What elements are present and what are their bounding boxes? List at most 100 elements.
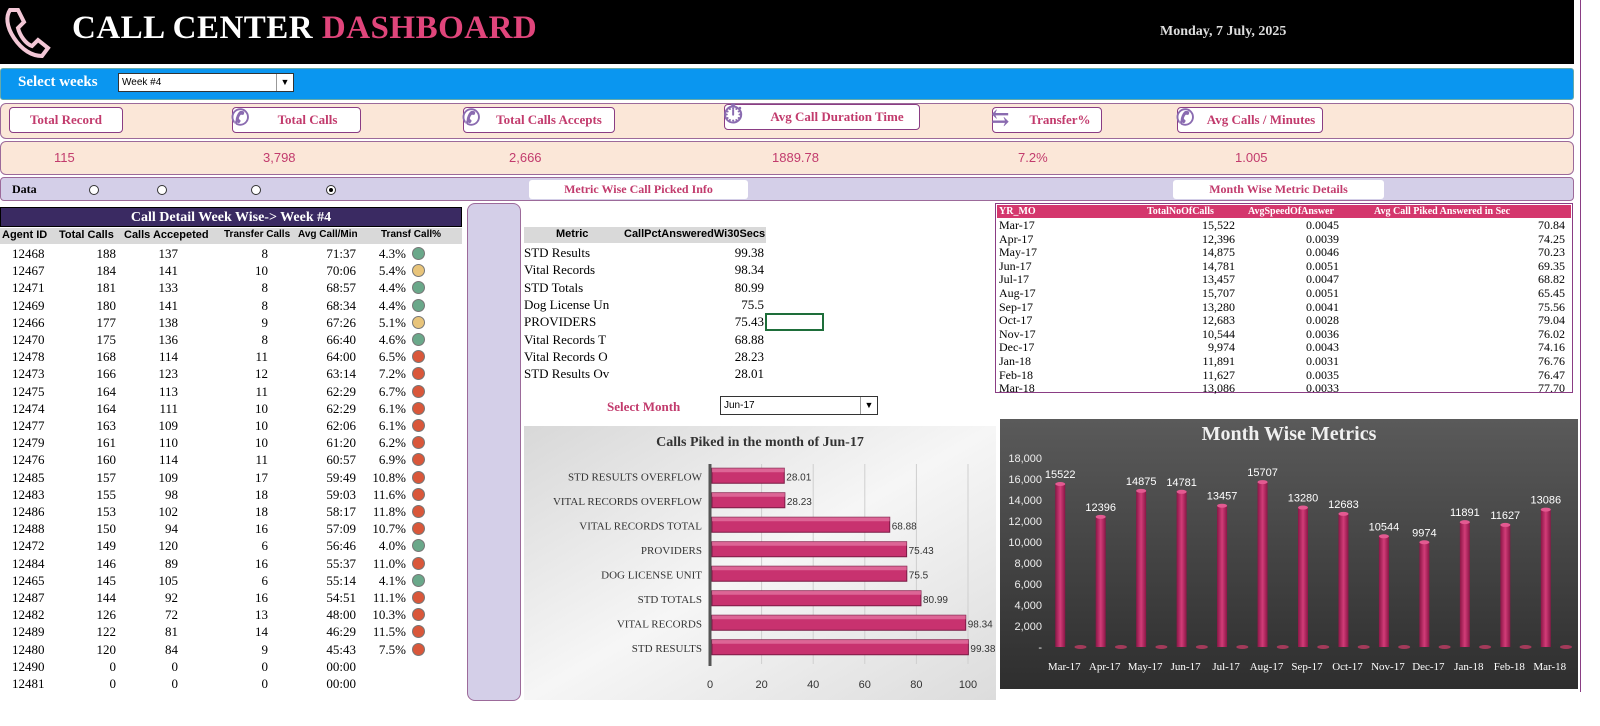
bar-cap — [1540, 507, 1551, 512]
chevron-down-icon[interactable]: ▼ — [860, 397, 877, 414]
header-bar — [0, 0, 1574, 64]
table-row: 12486 153 102 18 58:17 11.8% — [0, 503, 462, 520]
kpi-avg-calls-minutes[interactable]: ✆ Avg Calls / Minutes — [1176, 105, 1323, 133]
yr-mo-cell: Mar-17 — [999, 218, 1035, 232]
avg-call-min-cell: 60:57 — [326, 452, 356, 468]
col-avg-call-piked: Avg Call Piked Answered in Sec — [1374, 206, 1511, 217]
table-row: Feb-18 11,627 0.0035 76.47 — [997, 368, 1571, 383]
kpi-value-total-record: 115 — [54, 150, 75, 165]
table-row: 12470 175 136 8 66:40 4.6% — [0, 331, 462, 348]
table-row: 12481 0 0 0 00:00 — [0, 675, 462, 692]
metric-value-cell: 75.5 — [741, 296, 764, 312]
month-wise-metric-details-button[interactable]: Month Wise Metric Details — [1173, 180, 1384, 199]
metric-value-cell: 28.01 — [734, 366, 764, 382]
data-label: 10544 — [1369, 521, 1400, 533]
bar — [1459, 522, 1470, 647]
table-row: 12478 168 114 11 64:00 6.5% — [0, 348, 462, 365]
status-dot-icon — [412, 436, 425, 450]
phone-icon — [5, 8, 51, 59]
kpi-total-calls[interactable]: ✆ Total Calls — [231, 105, 361, 133]
avg-speed-cell: 0.0043 — [1306, 340, 1339, 355]
kpi-total-calls-accepts[interactable]: ✆ Total Calls Accepts — [462, 105, 615, 133]
data-radio-3[interactable] — [251, 185, 261, 195]
transf-pct-cell: 6.7% — [378, 383, 406, 399]
status-dot-icon — [412, 384, 425, 398]
avg-call-min-cell: 58:17 — [326, 504, 356, 519]
agent-id-cell: 12478 — [12, 349, 45, 365]
data-radio-1[interactable] — [89, 185, 99, 195]
avg-call-min-cell: 00:00 — [326, 676, 356, 691]
total-calls-cell: 126 — [96, 607, 117, 623]
calls-accepted-cell: 94 — [165, 521, 178, 537]
avg-speed-cell: 0.0036 — [1306, 326, 1339, 341]
kpi-avg-call-duration[interactable]: ⏱ Avg Call Duration Time — [723, 102, 920, 130]
total-calls-cell: 144 — [96, 590, 117, 605]
avg-piked-cell: 69.35 — [1538, 258, 1565, 273]
data-label: 13086 — [1530, 495, 1561, 507]
data-radio-2[interactable] — [157, 185, 167, 195]
bar-highlight — [712, 566, 907, 571]
transf-pct-cell: 4.3% — [378, 246, 406, 261]
category-label: Oct-17 — [1332, 661, 1363, 673]
data-label: 14781 — [1166, 477, 1197, 489]
week-dropdown[interactable]: Week #4 ▼ — [118, 73, 294, 92]
status-dot-icon — [412, 556, 425, 570]
metric-wise-call-picked-button[interactable]: Metric Wise Call Picked Info — [529, 180, 748, 199]
data-radio-4[interactable] — [326, 185, 336, 195]
kpi-value-avg-calls-minutes: 1.005 — [1235, 150, 1268, 165]
avg-call-min-cell: 56:46 — [326, 538, 356, 554]
table-row: Vital Records 98.34 — [524, 261, 766, 278]
kpi-value-transfer-percent: 7.2% — [1018, 150, 1048, 165]
baseline-marker — [1560, 645, 1572, 649]
transf-pct-cell: 11.8% — [372, 504, 406, 519]
agent-id-cell: 12487 — [12, 590, 45, 605]
col-total-no-of-calls: TotalNoOfCalls — [1147, 206, 1214, 217]
avg-call-min-cell: 70:06 — [326, 263, 356, 279]
selected-cell[interactable] — [765, 313, 824, 331]
chevron-down-icon[interactable]: ▼ — [276, 74, 293, 91]
bar-highlight — [712, 590, 921, 595]
total-calls-cell: 146 — [96, 555, 117, 571]
bar-highlight — [712, 541, 907, 546]
table-row: STD Results Ov 28.01 — [524, 365, 766, 382]
kpi-value-row — [0, 141, 1574, 175]
total-calls-cell: 149 — [96, 538, 117, 554]
page-title: CALL CENTER DASHBOARD — [72, 10, 538, 46]
transfer-calls-cell: 16 — [255, 521, 268, 537]
data-label: 28.23 — [787, 497, 812, 508]
agent-table-header — [0, 228, 462, 244]
kpi-total-record[interactable]: Total Record — [9, 107, 123, 133]
transfer-calls-cell: 14 — [255, 624, 268, 640]
data-label: 75.43 — [909, 546, 934, 557]
total-calls-cell: 11,891 — [1202, 354, 1235, 368]
category-label: Feb-18 — [1494, 661, 1526, 673]
col-yr-mo: YR_MO — [999, 206, 1036, 217]
x-tick-label: 60 — [859, 679, 871, 691]
status-dot-icon — [412, 367, 425, 381]
transfer-calls-cell: 6 — [261, 538, 269, 554]
transfer-calls-cell: 17 — [255, 469, 268, 485]
data-label: 98.34 — [968, 619, 993, 630]
avg-call-min-cell: 59:03 — [326, 486, 356, 502]
agent-id-cell: 12485 — [12, 469, 45, 485]
avg-piked-cell: 68.82 — [1538, 272, 1565, 287]
total-calls-cell: 15,707 — [1202, 286, 1235, 300]
transfer-calls-cell: 11 — [255, 452, 268, 468]
transf-pct-cell: 4.4% — [378, 297, 406, 313]
transf-pct-cell: 10.3% — [372, 607, 406, 623]
transf-pct-cell: 11.0% — [372, 555, 406, 571]
month-dropdown[interactable]: Jun-17 ▼ — [720, 396, 878, 415]
table-row: 12483 155 98 18 59:03 11.6% — [0, 486, 462, 503]
y-tick-label: - — [1038, 642, 1042, 654]
calls-accepted-cell: 109 — [158, 469, 179, 485]
transf-pct-cell: 11.5% — [372, 624, 406, 640]
bar — [1338, 513, 1349, 647]
transf-pct-cell: 4.1% — [378, 572, 406, 588]
total-calls-cell: 13,280 — [1202, 299, 1235, 314]
data-label: 99.38 — [970, 644, 995, 655]
kpi-transfer-percent[interactable]: ⇆ Transfer% — [991, 105, 1102, 133]
month-wise-metrics-chart: Month Wise Metrics - 2,000 4,000 6,000 8,000 1… — [1000, 419, 1578, 689]
data-label: 80.99 — [923, 595, 948, 606]
avg-call-min-cell: 45:43 — [326, 641, 356, 657]
calls-accepted-cell: 110 — [158, 435, 178, 451]
